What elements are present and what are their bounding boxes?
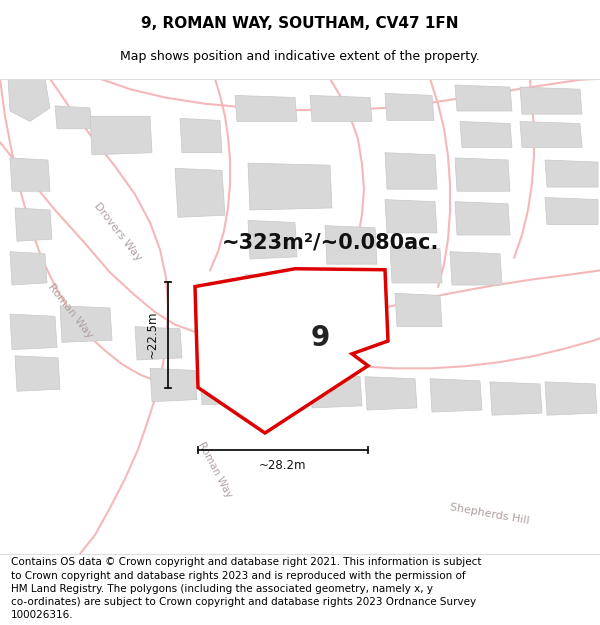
Polygon shape (450, 252, 502, 285)
Text: ~323m²/~0.080ac.: ~323m²/~0.080ac. (221, 232, 439, 252)
Polygon shape (15, 356, 60, 391)
Polygon shape (10, 252, 47, 285)
Polygon shape (10, 314, 57, 349)
Polygon shape (180, 118, 222, 152)
Polygon shape (385, 152, 437, 189)
Polygon shape (245, 322, 297, 358)
Polygon shape (365, 377, 417, 410)
Polygon shape (520, 121, 582, 148)
Text: 9, ROMAN WAY, SOUTHAM, CV47 1FN: 9, ROMAN WAY, SOUTHAM, CV47 1FN (141, 16, 459, 31)
Text: Drovers Way: Drovers Way (92, 201, 144, 263)
Polygon shape (460, 121, 512, 148)
Polygon shape (8, 79, 50, 121)
Text: ~22.5m: ~22.5m (146, 311, 158, 358)
Polygon shape (175, 168, 225, 217)
Text: Roman Way: Roman Way (196, 440, 234, 499)
Polygon shape (150, 368, 197, 402)
Polygon shape (310, 96, 372, 121)
Polygon shape (385, 199, 437, 233)
Polygon shape (15, 208, 52, 241)
Text: Contains OS data © Crown copyright and database right 2021. This information is : Contains OS data © Crown copyright and d… (11, 558, 481, 620)
Polygon shape (248, 163, 332, 210)
Polygon shape (135, 327, 182, 360)
Polygon shape (60, 306, 112, 343)
Polygon shape (455, 158, 510, 191)
Polygon shape (195, 330, 242, 365)
Polygon shape (390, 246, 442, 283)
Polygon shape (490, 382, 542, 415)
Text: ~28.2m: ~28.2m (259, 459, 307, 472)
Polygon shape (55, 106, 92, 129)
Polygon shape (248, 221, 297, 259)
Polygon shape (520, 87, 582, 114)
Polygon shape (235, 96, 297, 121)
Polygon shape (395, 293, 442, 327)
Polygon shape (455, 85, 512, 111)
Polygon shape (245, 274, 297, 313)
Text: 9: 9 (311, 324, 331, 352)
Polygon shape (545, 198, 598, 224)
Polygon shape (325, 226, 377, 264)
Text: Shepherds Hill: Shepherds Hill (449, 503, 530, 526)
Polygon shape (10, 158, 50, 191)
Polygon shape (325, 274, 374, 309)
Polygon shape (195, 269, 388, 433)
Polygon shape (200, 371, 250, 405)
Polygon shape (90, 116, 152, 155)
Polygon shape (545, 160, 598, 187)
Polygon shape (385, 93, 434, 121)
Polygon shape (455, 202, 510, 235)
Polygon shape (545, 382, 597, 415)
Text: Map shows position and indicative extent of the property.: Map shows position and indicative extent… (120, 50, 480, 63)
Polygon shape (430, 379, 482, 412)
Text: Roman Way: Roman Way (46, 282, 94, 341)
Polygon shape (310, 374, 362, 408)
